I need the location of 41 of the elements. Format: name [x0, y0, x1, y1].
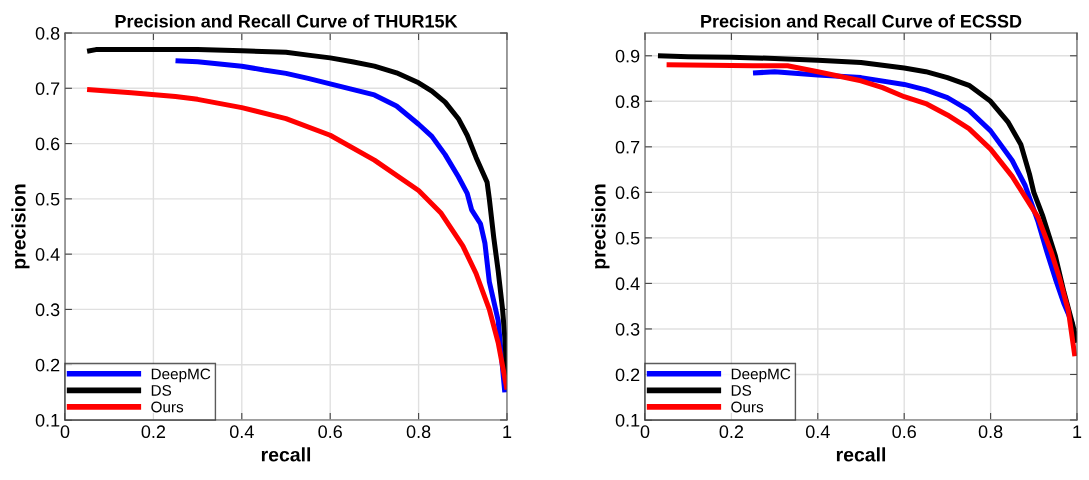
y-tick-label: 0.4: [615, 277, 640, 291]
y-tick-label: 0.1: [35, 413, 60, 427]
chart-title: Precision and Recall Curve of ECSSD: [701, 14, 1022, 28]
y-tick-label: 0.5: [35, 192, 60, 206]
x-tick-label: 0.4: [805, 425, 830, 439]
y-tick-label: 0.3: [615, 322, 640, 336]
legend-label: DeepMC: [151, 368, 211, 383]
y-axis-title: precision: [11, 184, 30, 269]
x-tick-label: 0: [640, 425, 650, 439]
legend-label: Ours: [731, 401, 764, 413]
x-tick-label: 1: [1073, 425, 1082, 438]
chart-title: Precision and Recall Curve of THUR15K: [115, 14, 458, 28]
y-tick-label: 0.2: [35, 358, 60, 372]
y-tick-label: 0.6: [35, 137, 60, 151]
x-axis-title: recall: [836, 447, 886, 462]
y-tick-label: 0.8: [615, 95, 640, 109]
x-tick-label: 0.6: [318, 425, 342, 439]
legend-label: DS: [731, 385, 752, 396]
x-tick-label: 0.2: [141, 425, 166, 439]
y-tick-label: 0.5: [615, 231, 640, 245]
legend-label: DS: [151, 385, 172, 396]
y-tick-label: 0.8: [35, 26, 60, 40]
y-tick-label: 0.6: [615, 186, 640, 200]
x-tick-label: 1: [503, 425, 512, 438]
y-axis-title: precision: [591, 184, 610, 269]
x-tick-label: 0: [60, 425, 70, 439]
x-tick-label: 0.6: [892, 425, 916, 439]
x-tick-label: 0.2: [719, 425, 744, 439]
y-tick-label: 0.9: [615, 49, 640, 63]
legend-label: DeepMC: [731, 368, 791, 383]
y-tick-label: 0.2: [615, 368, 640, 382]
y-tick-label: 0.4: [35, 248, 60, 261]
x-tick-label: 0.8: [406, 425, 431, 439]
y-tick-label: 0.7: [615, 140, 640, 154]
y-tick-label: 0.3: [35, 303, 60, 317]
y-tick-label: 0.1: [615, 413, 640, 427]
x-axis-title: recall: [261, 447, 311, 462]
x-tick-label: 0.4: [229, 425, 254, 439]
x-tick-label: 0.8: [978, 425, 1003, 439]
legend-label: Ours: [151, 401, 184, 413]
y-tick-label: 0.7: [35, 82, 60, 96]
